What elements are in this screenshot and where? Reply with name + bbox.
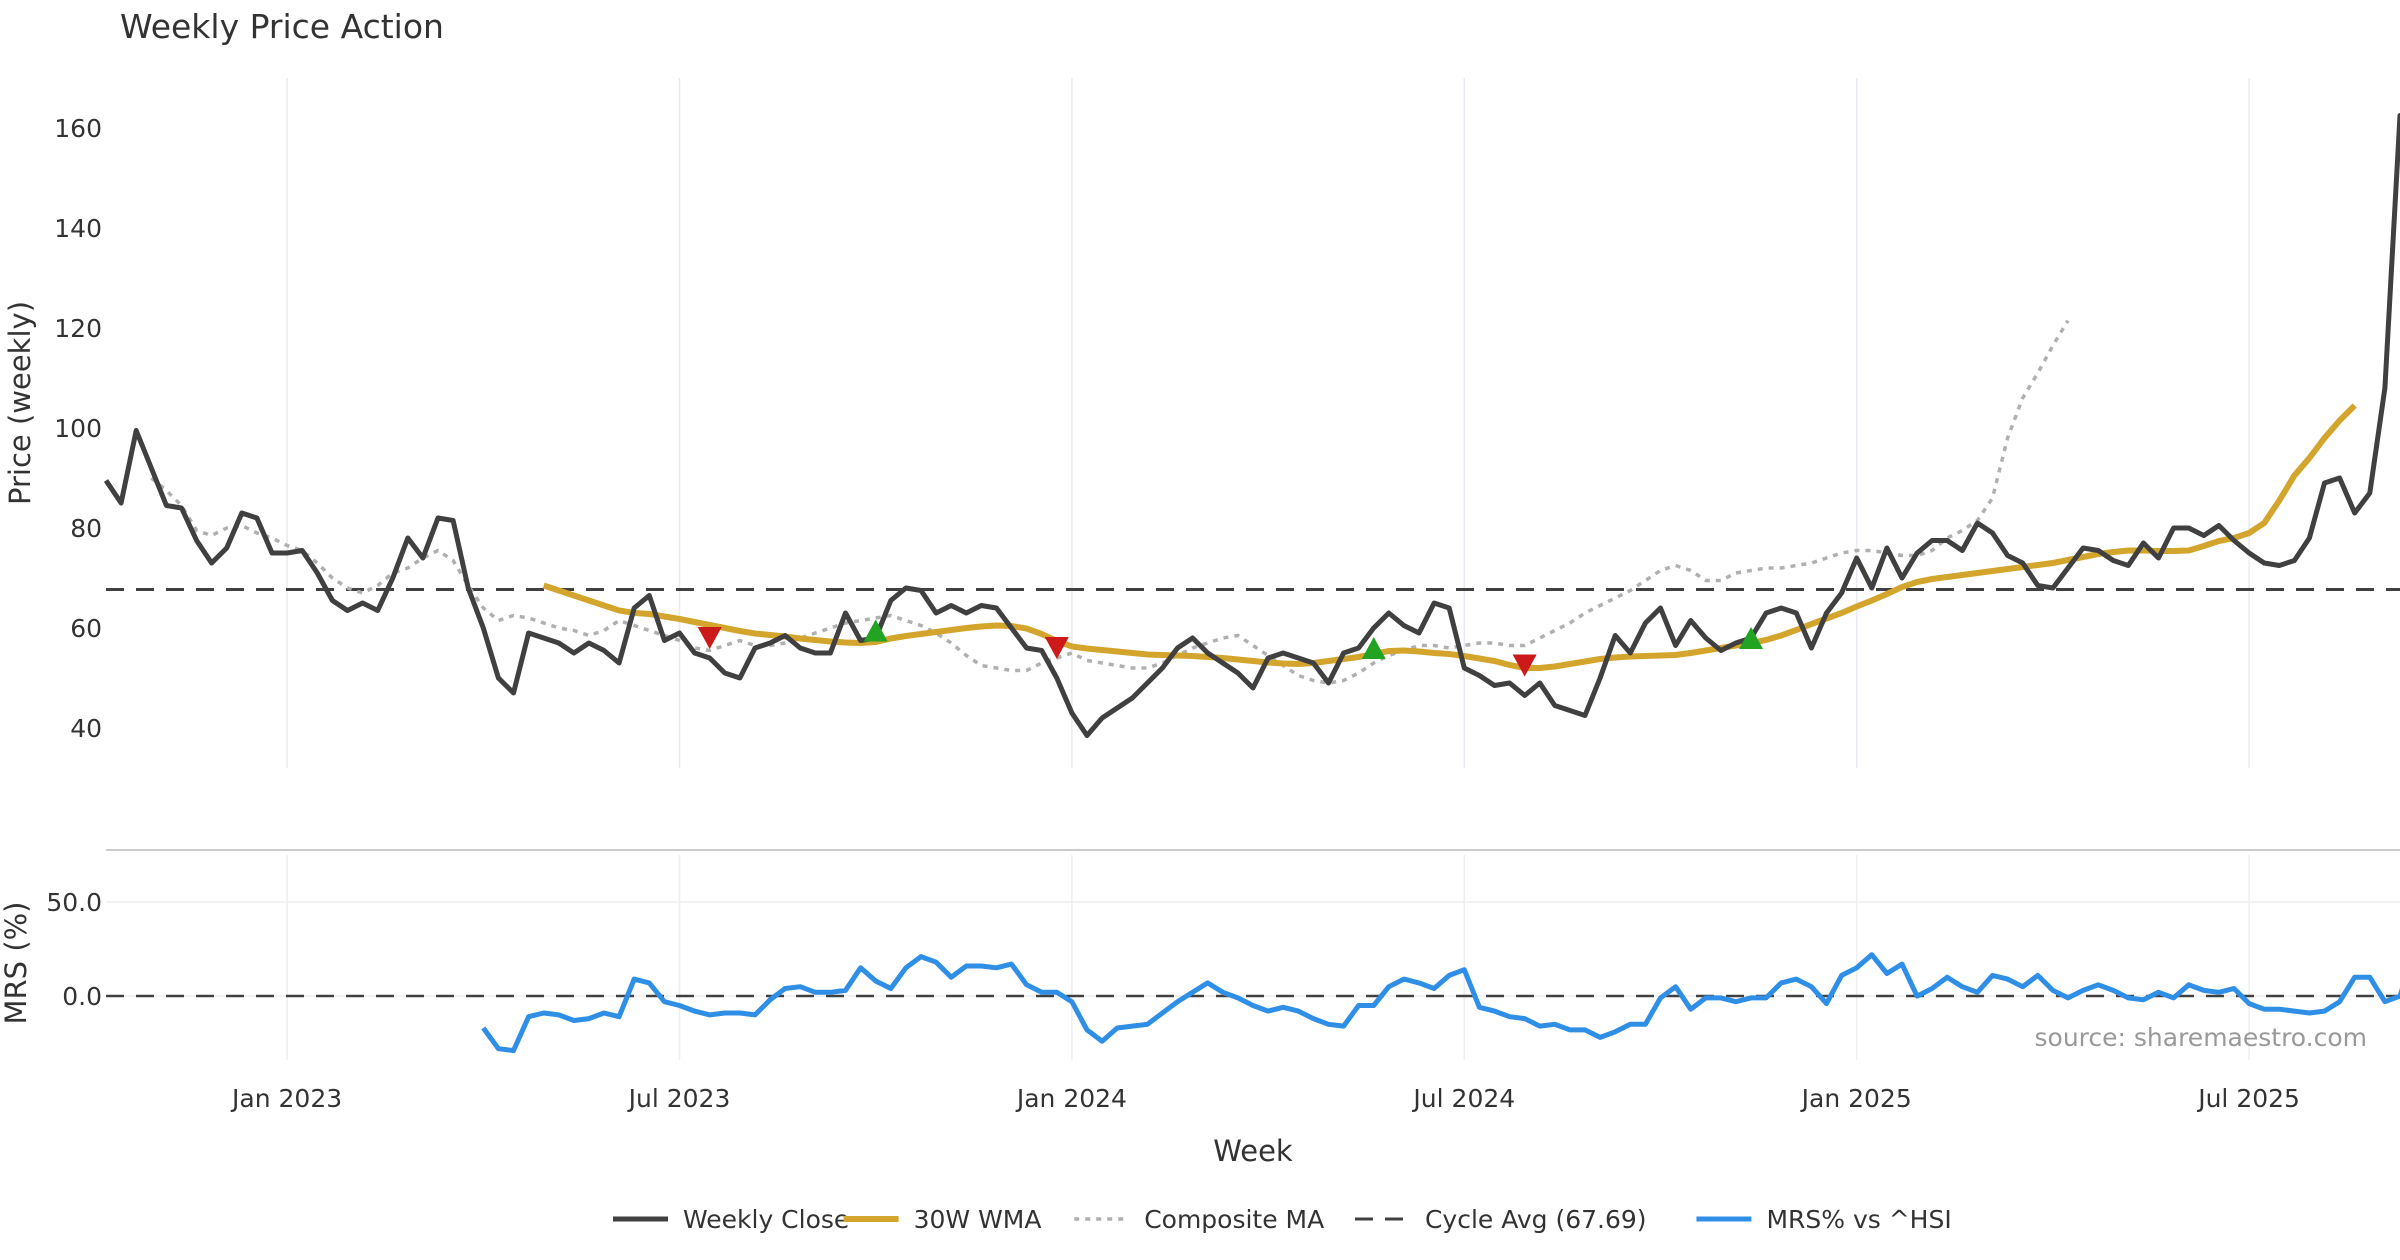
buy-signal-marker (1361, 637, 1386, 659)
legend-item: MRS% vs ^HSI (1696, 1205, 1952, 1234)
legend-item: Cycle Avg (67.69) (1354, 1205, 1647, 1234)
sell-signal-marker (1044, 637, 1069, 659)
x-tick-label: Jul 2024 (1411, 1084, 1515, 1113)
buy-signal-marker (863, 619, 888, 642)
mrs-line (481, 952, 2400, 1054)
legend-item: Composite MA (1074, 1205, 1324, 1234)
legend-label: Weekly Close (683, 1205, 849, 1234)
chart-title: Weekly Price Action (120, 7, 444, 46)
x-tick-label: Jan 2024 (1015, 1084, 1127, 1113)
legend-item: Weekly Close (613, 1205, 849, 1234)
legend-item: 30W WMA (843, 1205, 1042, 1234)
source-note: source: sharemaestro.com (2035, 1023, 2368, 1052)
mrs-y-axis-label: MRS (%) (0, 902, 33, 1025)
price-y-tick-label: 120 (54, 314, 102, 343)
price-panel: 40 60 80 100 120 140 160 Price (weekly) (3, 78, 2400, 768)
x-tick-label: Jul 2023 (627, 1084, 731, 1113)
sell-signal-marker (1512, 654, 1537, 677)
price-y-tick-label: 140 (54, 214, 102, 243)
legend-label: Cycle Avg (67.69) (1425, 1205, 1647, 1234)
x-tick-label: Jan 2023 (230, 1084, 342, 1113)
x-tick-label: Jul 2025 (2196, 1084, 2300, 1113)
legend-label: 30W WMA (914, 1205, 1042, 1234)
composite-ma-line (150, 319, 2070, 685)
price-y-tick-label: 60 (70, 614, 102, 643)
x-axis-label: Week (1213, 1134, 1293, 1168)
legend-label: Composite MA (1144, 1205, 1324, 1234)
legend-label: MRS% vs ^HSI (1766, 1205, 1951, 1234)
mrs-panel: 0.0 50.0 MRS (%) source: sharemaestro.com (0, 855, 2400, 1060)
wma-30w-line (542, 403, 2357, 671)
mrs-y-tick-label: 50.0 (46, 888, 102, 917)
price-y-tick-label: 80 (70, 514, 102, 543)
price-y-tick-label: 160 (54, 114, 102, 143)
legend: Weekly Close 30W WMA Composite MA Cycle Avg… (613, 1205, 1952, 1234)
buy-signal-marker (1739, 627, 1764, 649)
x-tick-label: Jan 2025 (1800, 1084, 1912, 1113)
price-y-tick-label: 100 (54, 414, 102, 443)
weekly-close-line (103, 113, 2400, 738)
x-axis-ticks: Jan 2023 Jul 2023 Jan 2024 Jul 2024 Jan 2025… (230, 1084, 2300, 1113)
mrs-y-tick-label: 0.0 (62, 982, 102, 1011)
price-y-axis-label: Price (weekly) (3, 301, 37, 505)
sell-signal-marker (697, 627, 722, 649)
price-y-tick-label: 40 (70, 714, 102, 743)
